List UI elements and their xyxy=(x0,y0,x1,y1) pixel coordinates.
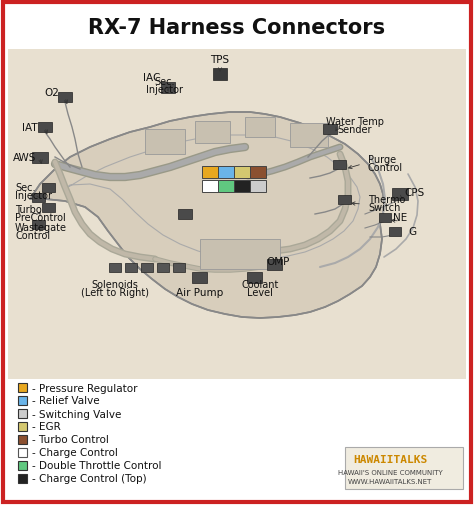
Text: - Switching Valve: - Switching Valve xyxy=(32,409,121,419)
Bar xyxy=(18,422,27,431)
Bar xyxy=(290,124,328,147)
Bar xyxy=(161,82,175,93)
Bar xyxy=(392,189,408,200)
Text: - Turbo Control: - Turbo Control xyxy=(32,435,109,444)
FancyBboxPatch shape xyxy=(345,447,463,489)
Text: IAT: IAT xyxy=(22,123,38,133)
Bar xyxy=(8,50,466,379)
Text: TPS: TPS xyxy=(210,55,229,65)
Text: G: G xyxy=(408,227,416,236)
Polygon shape xyxy=(30,113,384,318)
Bar xyxy=(202,181,218,192)
Text: Control: Control xyxy=(15,231,50,240)
Text: WWW.HAWAIITALKS.NET: WWW.HAWAIITALKS.NET xyxy=(348,478,432,484)
Bar xyxy=(42,183,55,192)
Bar xyxy=(141,263,153,272)
Text: Level: Level xyxy=(247,287,273,297)
Bar xyxy=(202,167,218,179)
Bar xyxy=(125,263,137,272)
Text: Injector: Injector xyxy=(146,85,183,95)
Text: Solenoids: Solenoids xyxy=(91,279,138,289)
Bar xyxy=(42,203,55,212)
Bar xyxy=(18,447,27,457)
Text: AWS: AWS xyxy=(13,153,36,163)
Bar xyxy=(200,239,280,270)
Bar xyxy=(334,160,346,169)
Bar xyxy=(267,259,283,270)
Bar xyxy=(247,272,263,283)
Text: Wastegate: Wastegate xyxy=(15,223,67,232)
Bar xyxy=(58,93,72,103)
Bar xyxy=(338,195,352,204)
Bar xyxy=(234,167,250,179)
Bar xyxy=(18,474,27,483)
Text: Sec.: Sec. xyxy=(155,77,175,87)
Text: (Left to Right): (Left to Right) xyxy=(81,287,149,297)
Bar xyxy=(38,123,52,133)
Text: Sender: Sender xyxy=(338,125,372,135)
Bar xyxy=(192,272,208,283)
Bar xyxy=(31,193,45,202)
Text: OMP: OMP xyxy=(266,257,290,267)
Bar xyxy=(178,210,192,220)
Bar xyxy=(173,263,185,272)
Bar xyxy=(18,396,27,405)
Bar xyxy=(31,220,45,229)
Text: O2: O2 xyxy=(45,88,59,98)
Text: Coolant: Coolant xyxy=(241,279,279,289)
Text: - Pressure Regulator: - Pressure Regulator xyxy=(32,383,137,393)
Text: HAWAIITALKS: HAWAIITALKS xyxy=(353,454,427,464)
Bar xyxy=(213,69,227,81)
Bar xyxy=(250,167,266,179)
Bar xyxy=(245,118,275,138)
Bar xyxy=(18,409,27,418)
Text: Switch: Switch xyxy=(368,203,401,213)
Text: Thermo: Thermo xyxy=(368,194,405,205)
Bar xyxy=(109,263,121,272)
Bar xyxy=(18,383,27,392)
Bar xyxy=(195,122,230,144)
Text: Injector: Injector xyxy=(15,190,52,200)
Text: - Charge Control (Top): - Charge Control (Top) xyxy=(32,474,146,484)
Text: - EGR: - EGR xyxy=(32,422,61,432)
Text: IAC: IAC xyxy=(143,73,161,83)
Bar xyxy=(145,130,185,155)
Text: Control: Control xyxy=(368,163,403,173)
Text: RX-7 Harness Connectors: RX-7 Harness Connectors xyxy=(89,18,385,38)
Bar xyxy=(379,213,391,222)
Text: CPS: CPS xyxy=(405,188,425,197)
Bar xyxy=(218,181,234,192)
Text: - Charge Control: - Charge Control xyxy=(32,447,118,458)
Bar xyxy=(18,435,27,443)
Text: HAWAII'S ONLINE COMMUNITY: HAWAII'S ONLINE COMMUNITY xyxy=(337,469,442,475)
Text: Air Pump: Air Pump xyxy=(176,287,224,297)
Text: PreControl: PreControl xyxy=(15,213,66,223)
Text: NE: NE xyxy=(393,213,407,223)
Bar xyxy=(18,461,27,470)
Text: - Relief Valve: - Relief Valve xyxy=(32,396,100,406)
Bar xyxy=(389,227,401,236)
Bar xyxy=(157,263,169,272)
Bar xyxy=(250,181,266,192)
Text: Water Temp: Water Temp xyxy=(326,117,384,127)
Text: - Double Throttle Control: - Double Throttle Control xyxy=(32,461,162,471)
Bar xyxy=(323,125,337,135)
Bar xyxy=(218,167,234,179)
Text: Turbo: Turbo xyxy=(15,205,42,215)
Text: Purge: Purge xyxy=(368,155,396,165)
Bar xyxy=(32,152,48,163)
Text: Sec.: Sec. xyxy=(15,183,36,192)
Bar xyxy=(234,181,250,192)
